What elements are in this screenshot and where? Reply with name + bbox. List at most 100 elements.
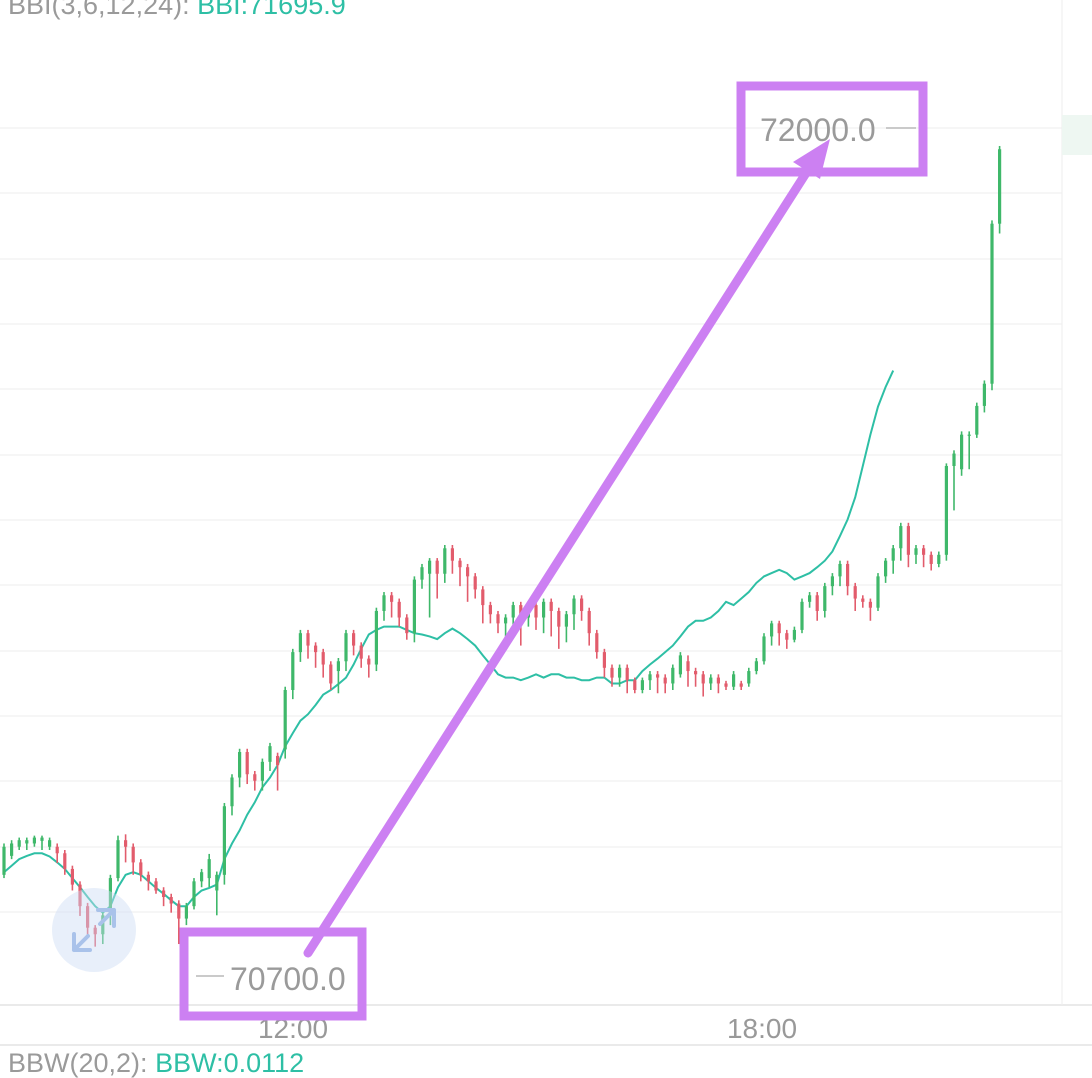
- candle-body[interactable]: [481, 589, 485, 606]
- candle-body[interactable]: [428, 560, 432, 574]
- candle-body[interactable]: [732, 674, 736, 687]
- candle-body[interactable]: [876, 576, 880, 608]
- candle-body[interactable]: [853, 586, 857, 599]
- candle-body[interactable]: [420, 567, 424, 580]
- candle-body[interactable]: [815, 595, 819, 611]
- candle-body[interactable]: [412, 579, 416, 634]
- candle-body[interactable]: [192, 881, 196, 907]
- candle-body[interactable]: [283, 689, 287, 750]
- candle-body[interactable]: [458, 560, 462, 568]
- expand-button[interactable]: [52, 888, 136, 972]
- candle-body[interactable]: [922, 548, 926, 555]
- candle-body[interactable]: [678, 655, 682, 675]
- candle-body[interactable]: [488, 605, 492, 615]
- candle-body[interactable]: [200, 872, 204, 882]
- candle-body[interactable]: [48, 840, 52, 847]
- candle-body[interactable]: [215, 874, 219, 891]
- candle-body[interactable]: [25, 840, 29, 844]
- candle-body[interactable]: [511, 605, 515, 618]
- candle-body[interactable]: [724, 683, 728, 687]
- candle-body[interactable]: [382, 595, 386, 611]
- candle-body[interactable]: [549, 601, 553, 611]
- candle-body[interactable]: [542, 601, 546, 618]
- candle-body[interactable]: [230, 777, 234, 807]
- candle-body[interactable]: [891, 548, 895, 561]
- candle-body[interactable]: [694, 671, 698, 675]
- candle-body[interactable]: [238, 752, 242, 778]
- candle-body[interactable]: [504, 617, 508, 624]
- candle-body[interactable]: [321, 652, 325, 665]
- candle-body[interactable]: [838, 563, 842, 577]
- candle-body[interactable]: [222, 806, 226, 875]
- candle-body[interactable]: [671, 667, 675, 684]
- candle-body[interactable]: [762, 636, 766, 662]
- candle-body[interactable]: [78, 884, 82, 907]
- candle-body[interactable]: [169, 897, 173, 904]
- candle-body[interactable]: [450, 548, 454, 561]
- candle-body[interactable]: [557, 610, 561, 627]
- candle-body[interactable]: [374, 610, 378, 665]
- candle-body[interactable]: [101, 915, 105, 935]
- candle-body[interactable]: [2, 846, 6, 875]
- candle-body[interactable]: [184, 906, 188, 919]
- candle-body[interactable]: [359, 645, 363, 659]
- candle-body[interactable]: [777, 623, 781, 634]
- candle-body[interactable]: [177, 903, 181, 919]
- candle-body[interactable]: [937, 554, 941, 564]
- candle-body[interactable]: [253, 774, 257, 781]
- candle-body[interactable]: [610, 667, 614, 678]
- candle-body[interactable]: [716, 677, 720, 684]
- candle-body[interactable]: [770, 623, 774, 637]
- candle-body[interactable]: [443, 548, 447, 574]
- candle-body[interactable]: [63, 853, 67, 869]
- candle-body[interactable]: [982, 383, 986, 406]
- candle-body[interactable]: [564, 614, 568, 627]
- candle-body[interactable]: [139, 862, 143, 875]
- candle-body[interactable]: [861, 598, 865, 602]
- candle-body[interactable]: [572, 598, 576, 615]
- candle-body[interactable]: [435, 560, 439, 574]
- candle-body[interactable]: [792, 629, 796, 640]
- candle-body[interactable]: [116, 840, 120, 879]
- candle-body[interactable]: [124, 840, 128, 847]
- candle-body[interactable]: [154, 881, 158, 891]
- candle-body[interactable]: [291, 652, 295, 690]
- candle-body[interactable]: [686, 661, 690, 672]
- candle-body[interactable]: [747, 671, 751, 684]
- candle-body[interactable]: [899, 526, 903, 549]
- candle-body[interactable]: [846, 563, 850, 587]
- candle-body[interactable]: [595, 633, 599, 653]
- candle-body[interactable]: [906, 526, 910, 555]
- candle-body[interactable]: [618, 667, 622, 678]
- candle-body[interactable]: [808, 595, 812, 602]
- candle-body[interactable]: [534, 605, 538, 618]
- candle-body[interactable]: [245, 752, 249, 775]
- candle-body[interactable]: [314, 645, 318, 653]
- candle-body[interactable]: [640, 680, 644, 690]
- candle-body[interactable]: [336, 661, 340, 672]
- candle-body[interactable]: [397, 601, 401, 618]
- candle-body[interactable]: [162, 890, 166, 898]
- candle-body[interactable]: [32, 837, 36, 844]
- candle-body[interactable]: [975, 405, 979, 435]
- candle-body[interactable]: [602, 652, 606, 668]
- candle-body[interactable]: [93, 927, 97, 935]
- candle-body[interactable]: [785, 633, 789, 640]
- candle-body[interactable]: [207, 859, 211, 879]
- candle-body[interactable]: [276, 755, 280, 766]
- candle-body[interactable]: [260, 761, 264, 781]
- candle-body[interactable]: [306, 633, 310, 646]
- candle-body[interactable]: [990, 223, 994, 384]
- candle-body[interactable]: [800, 601, 804, 630]
- candle-body[interactable]: [663, 677, 667, 684]
- candle-body[interactable]: [496, 614, 500, 624]
- candle-body[interactable]: [580, 598, 584, 611]
- candle-body[interactable]: [587, 610, 591, 634]
- candle-body[interactable]: [146, 874, 150, 882]
- candle-body[interactable]: [739, 683, 743, 687]
- candle-body[interactable]: [17, 840, 21, 847]
- candle-body[interactable]: [625, 667, 629, 681]
- candle-body[interactable]: [823, 586, 827, 611]
